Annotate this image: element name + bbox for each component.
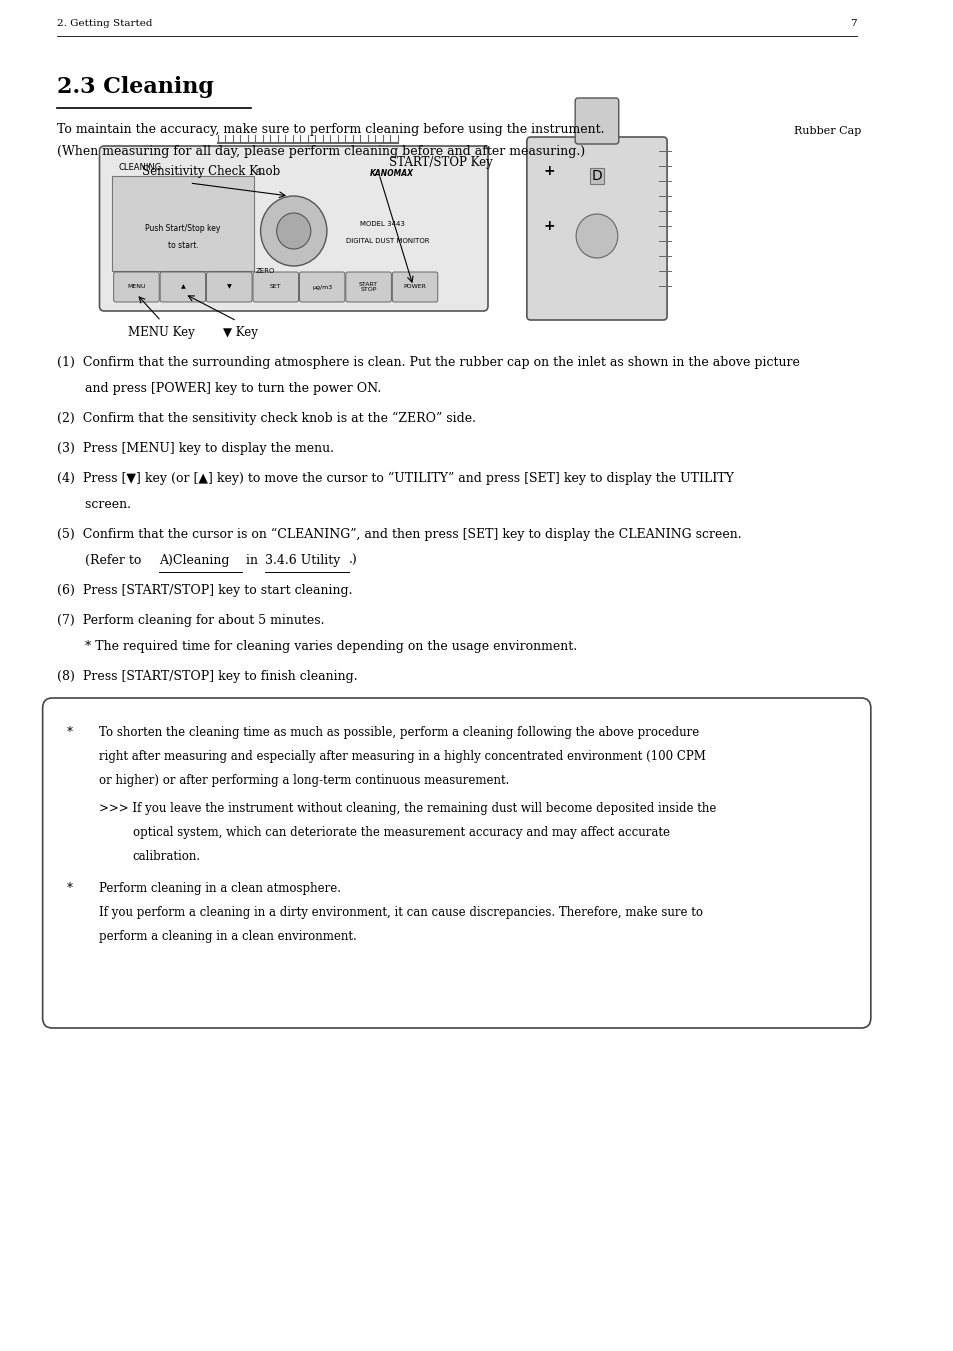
- Text: (1)  Confirm that the surrounding atmosphere is clean. Put the rubber cap on the: (1) Confirm that the surrounding atmosph…: [57, 357, 799, 369]
- FancyBboxPatch shape: [575, 99, 618, 145]
- Text: ZERO: ZERO: [255, 267, 274, 274]
- Text: DIGITAL DUST MONITOR: DIGITAL DUST MONITOR: [346, 238, 429, 245]
- Text: right after measuring and especially after measuring in a highly concentrated en: right after measuring and especially aft…: [99, 750, 705, 763]
- Text: 7: 7: [849, 19, 856, 28]
- Text: Perform cleaning in a clean atmosphere.: Perform cleaning in a clean atmosphere.: [99, 882, 341, 894]
- Bar: [112, 176, 253, 272]
- Text: and press [POWER] key to turn the power ON.: and press [POWER] key to turn the power …: [57, 382, 380, 394]
- Text: START/STOP Key: START/STOP Key: [388, 155, 492, 169]
- Text: FL: FL: [255, 169, 263, 176]
- Text: (3)  Press [MENU] key to display the menu.: (3) Press [MENU] key to display the menu…: [57, 442, 334, 455]
- Text: 2.3 Cleaning: 2.3 Cleaning: [57, 76, 213, 99]
- Text: .): .): [349, 554, 357, 567]
- FancyBboxPatch shape: [526, 136, 666, 320]
- Text: 2. Getting Started: 2. Getting Started: [57, 19, 152, 28]
- Text: (2)  Confirm that the sensitivity check knob is at the “ZERO” side.: (2) Confirm that the sensitivity check k…: [57, 412, 476, 426]
- Text: ▲: ▲: [180, 285, 185, 289]
- FancyBboxPatch shape: [392, 272, 437, 303]
- Text: START
STOP: START STOP: [358, 281, 377, 292]
- Circle shape: [576, 213, 618, 258]
- Text: to start.: to start.: [168, 240, 198, 250]
- Text: CLEANING: CLEANING: [118, 163, 161, 172]
- Text: optical system, which can deteriorate the measurement accuracy and may affect ac: optical system, which can deteriorate th…: [132, 825, 669, 839]
- Text: SET: SET: [270, 285, 281, 289]
- Text: *: *: [67, 882, 72, 894]
- FancyBboxPatch shape: [113, 272, 159, 303]
- Text: Rubber Cap: Rubber Cap: [794, 126, 861, 136]
- Text: ▼ Key: ▼ Key: [222, 326, 257, 339]
- FancyBboxPatch shape: [299, 272, 345, 303]
- Text: To maintain the accuracy, make sure to perform cleaning before using the instrum: To maintain the accuracy, make sure to p…: [57, 123, 603, 136]
- Text: 3.4.6 Utility: 3.4.6 Utility: [265, 554, 340, 567]
- Text: (5)  Confirm that the cursor is on “CLEANING”, and then press [SET] key to displ: (5) Confirm that the cursor is on “CLEAN…: [57, 528, 740, 542]
- Text: (7)  Perform cleaning for about 5 minutes.: (7) Perform cleaning for about 5 minutes…: [57, 613, 324, 627]
- Text: (8)  Press [START/STOP] key to finish cleaning.: (8) Press [START/STOP] key to finish cle…: [57, 670, 357, 684]
- Text: >>> If you leave the instrument without cleaning, the remaining dust will become: >>> If you leave the instrument without …: [99, 802, 716, 815]
- Text: calibration.: calibration.: [132, 850, 200, 863]
- Circle shape: [260, 196, 327, 266]
- FancyBboxPatch shape: [43, 698, 870, 1028]
- Text: perform a cleaning in a clean environment.: perform a cleaning in a clean environmen…: [99, 929, 356, 943]
- Text: μg/m3: μg/m3: [312, 285, 332, 289]
- Text: *: *: [67, 725, 72, 739]
- Text: (Refer to: (Refer to: [57, 554, 145, 567]
- Text: +: +: [543, 219, 555, 232]
- Text: MODEL 3443: MODEL 3443: [359, 222, 404, 227]
- FancyBboxPatch shape: [207, 272, 252, 303]
- Text: MENU Key: MENU Key: [128, 326, 194, 339]
- Text: To shorten the cleaning time as much as possible, perform a cleaning following t: To shorten the cleaning time as much as …: [99, 725, 699, 739]
- Text: or higher) or after performing a long-term continuous measurement.: or higher) or after performing a long-te…: [99, 774, 509, 788]
- FancyBboxPatch shape: [99, 146, 488, 311]
- Text: ▼: ▼: [227, 285, 232, 289]
- FancyBboxPatch shape: [346, 272, 391, 303]
- Text: (4)  Press [▼] key (or [▲] key) to move the cursor to “UTILITY” and press [SET] : (4) Press [▼] key (or [▲] key) to move t…: [57, 471, 733, 485]
- Text: KANOMAX: KANOMAX: [369, 169, 413, 178]
- Text: MENU: MENU: [127, 285, 146, 289]
- Text: (When measuring for all day, please perform cleaning before and after measuring.: (When measuring for all day, please perf…: [57, 145, 584, 158]
- Text: POWER: POWER: [403, 285, 426, 289]
- Text: A)Cleaning: A)Cleaning: [159, 554, 230, 567]
- FancyBboxPatch shape: [160, 272, 206, 303]
- Text: (6)  Press [START/STOP] key to start cleaning.: (6) Press [START/STOP] key to start clea…: [57, 584, 352, 597]
- Text: screen.: screen.: [57, 499, 131, 511]
- FancyBboxPatch shape: [253, 272, 298, 303]
- Circle shape: [276, 213, 311, 249]
- Text: D: D: [591, 169, 601, 182]
- Text: * The required time for cleaning varies depending on the usage environment.: * The required time for cleaning varies …: [57, 640, 577, 653]
- Text: in: in: [241, 554, 261, 567]
- Text: Sensitivity Check Knob: Sensitivity Check Knob: [142, 165, 280, 178]
- Text: If you perform a cleaning in a dirty environment, it can cause discrepancies. Th: If you perform a cleaning in a dirty env…: [99, 907, 702, 919]
- Text: Push Start/Stop key: Push Start/Stop key: [145, 224, 220, 232]
- Text: +: +: [543, 163, 555, 178]
